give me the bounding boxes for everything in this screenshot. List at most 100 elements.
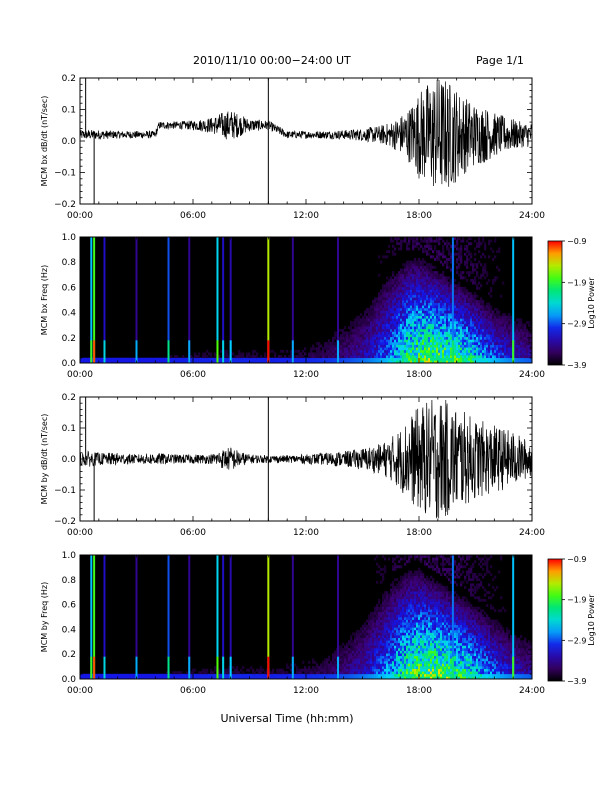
spectrogram-cell	[202, 673, 205, 677]
spectrogram-cell	[312, 676, 315, 679]
spectrogram-cell	[252, 352, 255, 356]
y-tick-label: 0.0	[62, 359, 77, 369]
spectrogram-cell	[526, 336, 529, 340]
spectrogram-cell	[342, 671, 345, 675]
spectrogram-cell	[362, 658, 365, 662]
spectrogram-cell	[456, 252, 459, 256]
spectrogram-cell	[402, 658, 405, 662]
spectrogram-cell	[428, 315, 431, 319]
spectrogram-cell	[390, 328, 393, 332]
spectrogram-cell	[304, 347, 307, 351]
spectrogram-cell	[476, 349, 479, 353]
spectrogram-cell	[430, 352, 433, 356]
spectrogram-cell	[176, 360, 179, 363]
spectrogram-cell	[496, 342, 499, 345]
spectrogram-cell	[380, 260, 383, 264]
spectrogram-cell	[400, 619, 403, 623]
spectrogram-cell	[352, 632, 355, 636]
spectrogram-cell	[280, 349, 283, 353]
spectrogram-cell	[410, 307, 413, 311]
spectrogram-cell	[418, 271, 421, 275]
spectrogram-cell	[220, 360, 223, 363]
spectrogram-cell	[456, 294, 459, 298]
spectrogram-cell	[438, 305, 441, 309]
spectrogram-cell	[470, 302, 473, 306]
spectrogram-cell	[112, 360, 115, 363]
spectrogram-cell	[342, 666, 345, 669]
spectrogram-cell	[308, 360, 311, 363]
spectrogram-cell	[354, 645, 357, 649]
spectrogram-cell	[466, 244, 469, 248]
spectrogram-cell	[144, 360, 147, 363]
spectrogram-cell	[382, 305, 385, 309]
spectrogram-cell	[436, 271, 439, 275]
spectrogram-cell	[382, 617, 385, 620]
spectrogram-cell	[418, 323, 421, 327]
spectrogram-cell	[456, 334, 459, 338]
spectrogram-cell	[416, 339, 419, 343]
spectrogram-cell	[366, 347, 369, 351]
spectrogram-cell	[84, 360, 87, 363]
spectrogram-cell	[394, 611, 397, 615]
spectrogram-cell	[368, 328, 371, 332]
spectrogram-cell	[254, 671, 257, 675]
spectrogram-cell	[464, 300, 467, 303]
spectrogram-cell	[450, 357, 453, 361]
spectrogram-cell	[420, 239, 423, 243]
spectrogram-cell	[366, 318, 369, 322]
spectrogram-cell	[466, 297, 469, 301]
spectrogram-cell	[384, 624, 387, 628]
spectrogram-cell	[496, 357, 499, 361]
spectrogram-cell	[356, 336, 359, 340]
spectrogram-cell	[432, 255, 435, 259]
spectrogram-cell	[530, 357, 532, 361]
spectrogram-cell	[360, 632, 363, 636]
spectrogram-cell	[410, 310, 413, 314]
spectrogram-cell	[426, 360, 429, 363]
spectrogram-cell	[406, 331, 409, 335]
spectrogram-cell	[402, 586, 405, 589]
spectrogram-cell	[394, 632, 397, 636]
spectrogram-cell	[360, 352, 363, 356]
spectrogram-cell	[180, 673, 183, 677]
spectrogram-cell	[198, 671, 201, 675]
spectrogram-cell	[346, 355, 349, 359]
spectrogram-cell	[264, 676, 267, 679]
spectrogram-cell	[466, 265, 469, 269]
spectrogram-cell	[392, 666, 395, 669]
spectrogram-cell	[388, 596, 391, 600]
spectrogram-cell	[374, 645, 377, 649]
spectrogram-cell	[478, 321, 481, 324]
spectrogram-cell	[394, 557, 397, 561]
spectrogram-cell	[476, 318, 479, 322]
spectrogram-cell	[436, 321, 439, 324]
spectrogram-cell	[402, 668, 405, 672]
spectrogram-cell	[412, 260, 415, 264]
spectrogram-cell	[392, 360, 395, 363]
spectrogram-cell	[328, 352, 331, 356]
spectrogram-cell	[394, 344, 397, 348]
spectrogram-cell	[124, 676, 127, 679]
spectrogram-cell	[388, 294, 391, 298]
spectrogram-cell	[402, 292, 405, 296]
spectrogram-cell	[500, 352, 503, 356]
spectrogram-cell	[380, 673, 383, 677]
spectrogram-cell	[398, 310, 401, 314]
spectrogram-cell	[428, 349, 431, 353]
spectrogram-cell	[332, 347, 335, 351]
spectrogram-cell	[516, 357, 519, 361]
spectrogram-cell	[402, 289, 405, 293]
spectrogram-cell	[420, 273, 423, 277]
spectrogram-cell	[460, 310, 463, 314]
spectrogram-cell	[326, 355, 329, 359]
spectrogram-cell	[334, 352, 337, 356]
spectrogram-cell	[274, 676, 277, 679]
spectrogram-cell	[350, 321, 353, 324]
spectrogram-cell	[400, 593, 403, 597]
spectrogram-cell	[402, 305, 405, 309]
spectrogram-cell	[414, 326, 417, 330]
spectrogram-cell	[242, 676, 245, 679]
spectrogram-cell	[472, 339, 475, 343]
spectrogram-cell	[406, 315, 409, 319]
spectrogram-cell	[492, 334, 495, 338]
